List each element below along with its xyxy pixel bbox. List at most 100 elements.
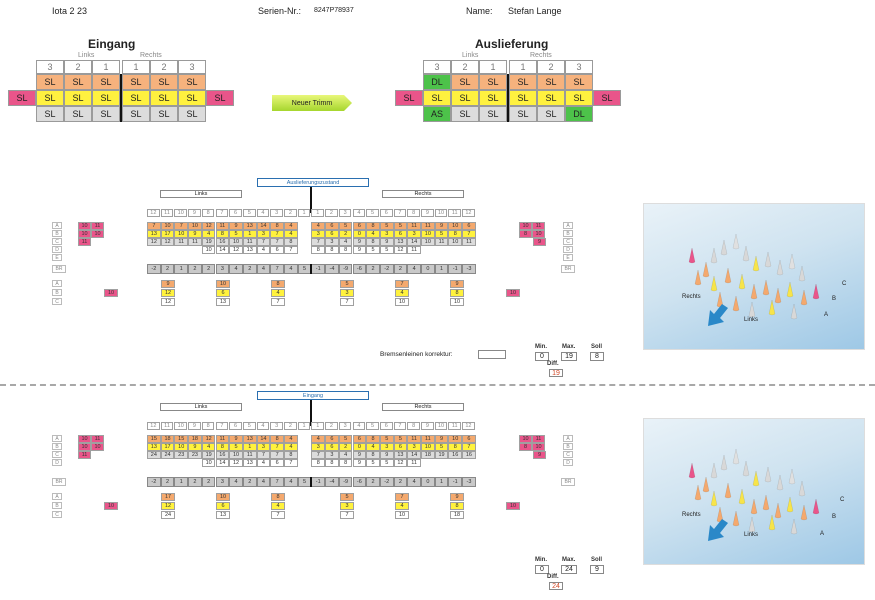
table1-caption: Auslieferungszustand <box>257 178 369 187</box>
table1-lower-value: 5 <box>340 280 354 288</box>
line-cone <box>732 510 740 527</box>
table1-br-label: BR <box>561 265 575 273</box>
eingang-line-cell: SL <box>178 106 206 122</box>
table2-line-value: 6 <box>325 443 339 451</box>
table2-line-value: 17 <box>160 443 175 451</box>
auslieferung-line-cell: SL <box>451 74 479 90</box>
table1-row-letter: A <box>52 222 62 229</box>
table2-line-value: 2 <box>338 443 353 451</box>
table2-line-value: 13 <box>242 459 257 467</box>
table2-lower-value: 18 <box>450 511 464 519</box>
table1-br-value: 4 <box>284 264 298 274</box>
table1-line-value: 10 <box>188 222 202 230</box>
table2-line-value: 7 <box>270 443 284 451</box>
table1-line-value: 5 <box>393 222 408 230</box>
table1-line-value: 3 <box>379 230 394 238</box>
table2-br-value: 1 <box>174 477 189 487</box>
line-cone <box>812 283 820 300</box>
table1-side-value: 8 <box>519 230 532 238</box>
photo1-links: Links <box>744 317 759 323</box>
auslieferung-line-cell: DL <box>423 74 451 90</box>
line-cone <box>788 468 796 485</box>
table2-line-value: 8 <box>366 451 380 459</box>
table1-br-value: -4 <box>325 264 339 274</box>
table1-line-value: 8 <box>215 230 230 238</box>
line-cone <box>720 454 728 471</box>
table1-line-value: 4 <box>284 230 298 238</box>
table1-lower-value: 4 <box>271 289 285 297</box>
eingang-line-cell: SL <box>36 90 64 106</box>
table2-col-number: 12 <box>147 422 160 430</box>
table1-lower-letter: B <box>52 289 62 296</box>
table2-lower-letter: B <box>52 502 62 509</box>
table1-br-value: 2 <box>188 264 202 274</box>
table1-br-value: 0 <box>421 264 435 274</box>
auslieferung-rechts-label: Rechts <box>530 52 552 59</box>
table1-lower-value: 10 <box>395 298 409 306</box>
table2-lower-letter: C <box>52 511 62 518</box>
table2-line-value: 7 <box>311 451 326 459</box>
table2-col-number: 6 <box>229 422 242 430</box>
line-cone <box>764 251 772 268</box>
table1-side-value: 11 <box>532 222 545 230</box>
photo2-rechts: Rechts <box>682 512 701 518</box>
eingang-col-number: 1 <box>92 60 120 74</box>
table1-line-value: 7 <box>462 230 476 238</box>
table1-col-number: 5 <box>366 209 379 217</box>
eingang-line-cell: SL <box>64 74 92 90</box>
table2-col-number: 12 <box>462 422 475 430</box>
table2-line-value: 4 <box>256 459 271 467</box>
table1-lower-value: 3 <box>340 289 354 297</box>
table2-line-value: 1 <box>242 443 257 451</box>
table2-side-value: 10 <box>78 435 91 443</box>
table1-line-value: 11 <box>407 222 421 230</box>
auslieferung-col-number: 3 <box>423 60 451 74</box>
table2-lower-value: 7 <box>271 511 285 519</box>
table1-br-center-line <box>310 264 313 274</box>
table1-line-value: 5 <box>366 246 380 254</box>
table2-line-value: 4 <box>338 451 353 459</box>
table1-line-value: 7 <box>256 238 271 246</box>
table2-col-number: 4 <box>352 422 366 430</box>
table2-line-value: 15 <box>147 435 161 443</box>
table2-col-number: 10 <box>174 422 188 430</box>
table2-line-value: 13 <box>147 443 161 451</box>
table2-line-value: 10 <box>201 459 216 467</box>
table2-max-label: Max. <box>562 557 576 563</box>
table1-line-value: 10 <box>448 222 463 230</box>
table1-line-value: 13 <box>242 246 257 254</box>
line-cone <box>688 247 696 264</box>
table1-line-value: 10 <box>229 238 243 246</box>
auslieferung-line-cell: SL <box>537 106 565 122</box>
table1-lower-value: 4 <box>395 289 409 297</box>
table2-line-value: 14 <box>256 435 271 443</box>
table1-br-value: 7 <box>270 264 284 274</box>
neuer-trimm-button[interactable]: Neuer Trimm <box>272 95 352 111</box>
table1-lower-letter: A <box>52 280 62 287</box>
table2-line-value: 5 <box>366 459 380 467</box>
table2-col-number: 8 <box>407 422 420 430</box>
table1-lower-value: 8 <box>450 289 464 297</box>
table2-min-label: Min. <box>535 557 547 563</box>
table2-line-value: 14 <box>215 459 230 467</box>
table2-br-value: 4 <box>284 477 298 487</box>
table2-lower-value: 8 <box>450 502 464 510</box>
table1-br-value: -1 <box>448 264 463 274</box>
table2-side-value: 10 <box>78 443 91 451</box>
bremsen-input[interactable] <box>478 350 506 359</box>
table2-br-value: -2 <box>147 477 161 487</box>
table2-line-value: 7 <box>462 443 476 451</box>
eingang-side-right: SL <box>206 90 234 106</box>
auslieferung-center-divider <box>507 74 509 122</box>
table1-max-value: 19 <box>561 352 577 361</box>
table1-lower-value: 12 <box>161 289 175 297</box>
table1-line-value: 8 <box>284 238 298 246</box>
table1-line-value: 9 <box>229 222 243 230</box>
auslieferung-side-right: SL <box>593 90 621 106</box>
table1-line-value: 4 <box>311 222 326 230</box>
auslieferung-line-cell: SL <box>565 74 593 90</box>
table2-line-value: 5 <box>379 459 394 467</box>
table1-center-line <box>310 187 313 213</box>
table1-br-value: -2 <box>379 264 394 274</box>
name-value: Stefan Lange <box>508 6 562 16</box>
